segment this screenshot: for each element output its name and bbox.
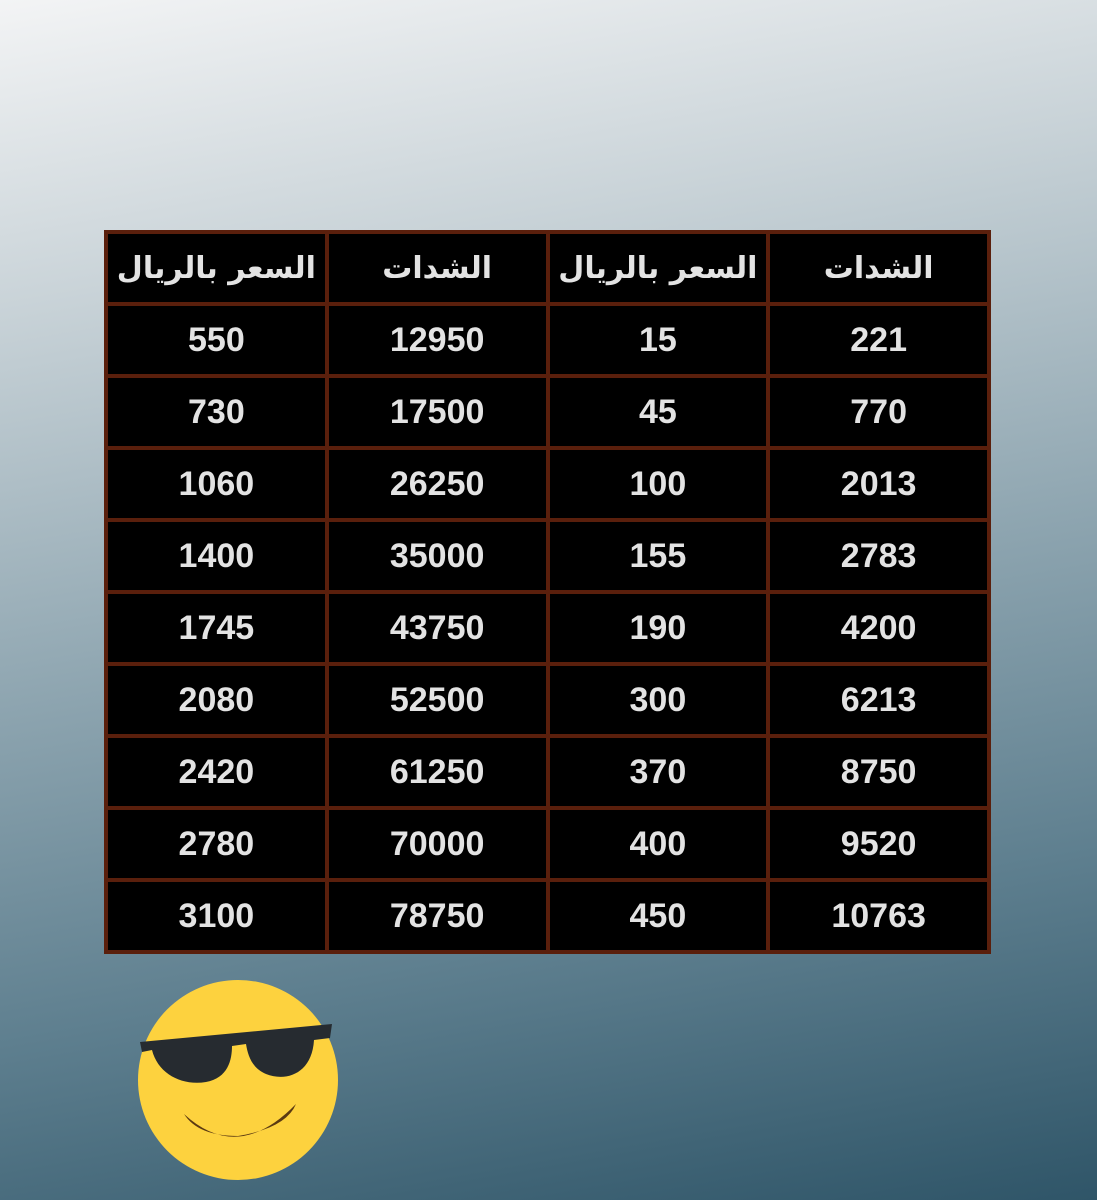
table-cell: 1400 xyxy=(108,522,325,590)
table-cell: 730 xyxy=(108,378,325,446)
table-cell: 61250 xyxy=(328,738,546,806)
table-cell: 17500 xyxy=(328,378,546,446)
table-cell: 70000 xyxy=(328,810,546,878)
table-cell: 450 xyxy=(549,882,767,950)
table-cell: 15 xyxy=(549,306,767,374)
table-row: 4200 190 43750 1745 xyxy=(108,594,987,662)
table-cell: 770 xyxy=(770,378,987,446)
table-cell: 4200 xyxy=(770,594,987,662)
table-cell: 400 xyxy=(549,810,767,878)
table-cell: 8750 xyxy=(770,738,987,806)
column-header: السعر بالريال xyxy=(108,234,325,302)
table-row: 2783 155 35000 1400 xyxy=(108,522,987,590)
table-cell: 1060 xyxy=(108,450,325,518)
table-cell: 221 xyxy=(770,306,987,374)
table-cell: 45 xyxy=(549,378,767,446)
table-cell: 300 xyxy=(549,666,767,734)
column-header: السعر بالريال xyxy=(549,234,767,302)
price-table: الشدات السعر بالريال الشدات السعر بالريال 22… xyxy=(104,230,991,954)
table-row: 8750 370 61250 2420 xyxy=(108,738,987,806)
table-cell: 155 xyxy=(549,522,767,590)
smiling-face-with-sunglasses-icon xyxy=(138,980,338,1180)
table-cell: 1745 xyxy=(108,594,325,662)
table-row: 10763 450 78750 3100 xyxy=(108,882,987,950)
table-row: 6213 300 52500 2080 xyxy=(108,666,987,734)
table-cell: 2420 xyxy=(108,738,325,806)
table-cell: 43750 xyxy=(328,594,546,662)
table-cell: 2013 xyxy=(770,450,987,518)
table-cell: 12950 xyxy=(328,306,546,374)
table-cell: 78750 xyxy=(328,882,546,950)
table-cell: 35000 xyxy=(328,522,546,590)
table-cell: 550 xyxy=(108,306,325,374)
table-cell: 52500 xyxy=(328,666,546,734)
table-cell: 2080 xyxy=(108,666,325,734)
table-cell: 26250 xyxy=(328,450,546,518)
table-cell: 370 xyxy=(549,738,767,806)
table-cell: 2780 xyxy=(108,810,325,878)
table-cell: 190 xyxy=(549,594,767,662)
table-cell: 9520 xyxy=(770,810,987,878)
column-header: الشدات xyxy=(770,234,987,302)
table-row: 770 45 17500 730 xyxy=(108,378,987,446)
table-cell: 100 xyxy=(549,450,767,518)
table-row: 2013 100 26250 1060 xyxy=(108,450,987,518)
table-row: 9520 400 70000 2780 xyxy=(108,810,987,878)
header-row: الشدات السعر بالريال الشدات السعر بالريال xyxy=(108,234,987,302)
column-header: الشدات xyxy=(328,234,546,302)
table-cell: 10763 xyxy=(770,882,987,950)
table-cell: 3100 xyxy=(108,882,325,950)
table-row: 221 15 12950 550 xyxy=(108,306,987,374)
table-cell: 2783 xyxy=(770,522,987,590)
table-cell: 6213 xyxy=(770,666,987,734)
